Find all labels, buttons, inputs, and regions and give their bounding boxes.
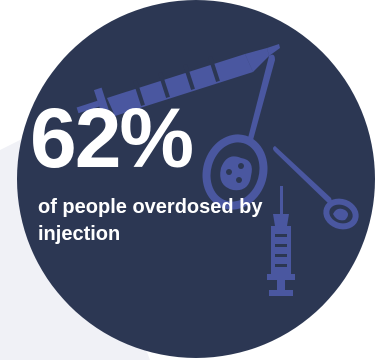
stat-caption: of people overdosed by injection [38,196,263,245]
spoon-icon [202,54,275,210]
stat-circle [17,0,375,358]
syringe-icon [76,44,280,123]
stat-percentage: 62% [30,91,194,185]
drug-paraphernalia-illustration [76,44,359,296]
syringe-icon [267,186,295,296]
spoon-icon [273,146,359,230]
